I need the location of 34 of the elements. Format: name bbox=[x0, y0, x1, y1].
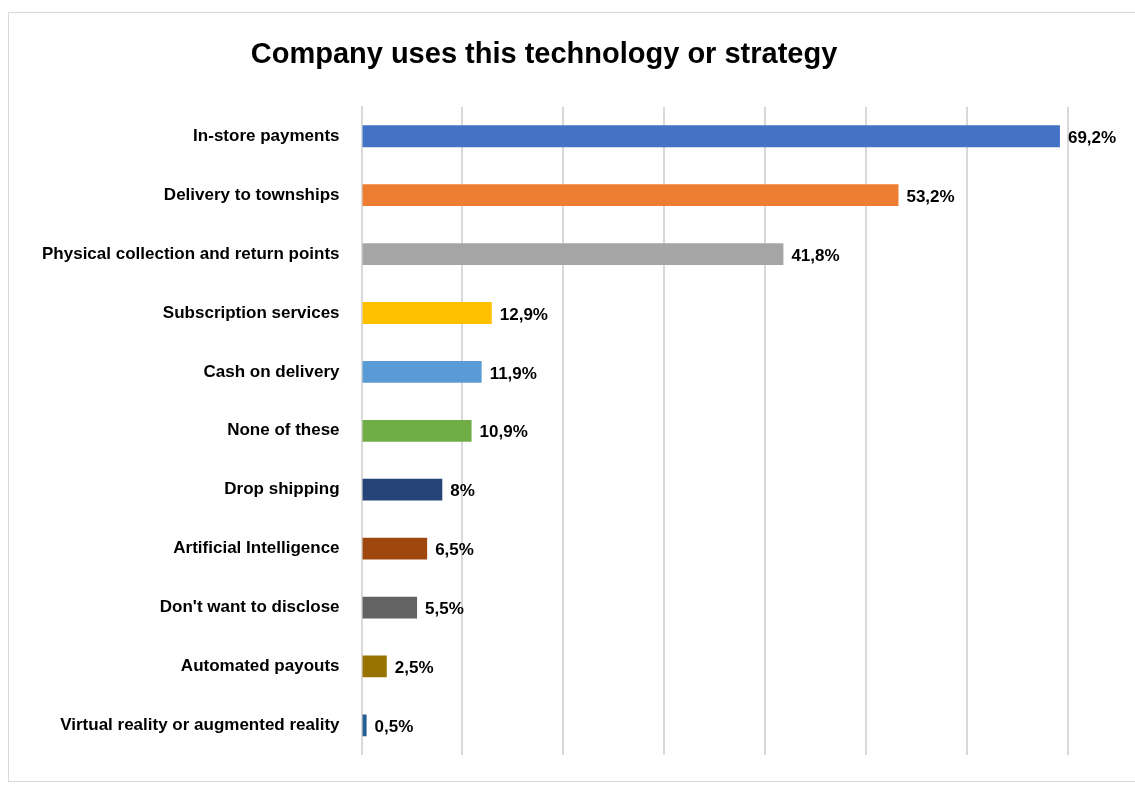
data-label: 11,9% bbox=[489, 363, 537, 383]
chart-title: Company uses this technology or strategy bbox=[250, 37, 838, 70]
bar bbox=[362, 125, 1060, 148]
bar bbox=[362, 478, 443, 501]
y-tick-label: Don't want to disclose bbox=[159, 597, 340, 617]
bar bbox=[362, 419, 472, 442]
bar bbox=[362, 243, 784, 265]
bar bbox=[362, 714, 367, 737]
data-label: 6,5% bbox=[435, 540, 474, 560]
data-label: 8% bbox=[450, 481, 475, 501]
bar bbox=[362, 596, 418, 619]
y-tick-label: Virtual reality or augmented reality bbox=[60, 715, 341, 735]
data-label: 41,8% bbox=[791, 245, 840, 265]
data-label: 12,9% bbox=[499, 304, 548, 324]
bar bbox=[362, 302, 492, 324]
bar bbox=[362, 655, 387, 678]
bar bbox=[362, 184, 899, 207]
y-tick-label: Cash on delivery bbox=[203, 361, 341, 381]
bar bbox=[362, 360, 482, 383]
y-tick-label: Automated payouts bbox=[180, 656, 340, 676]
data-label: 53,2% bbox=[906, 186, 955, 206]
y-tick-label: None of these bbox=[227, 420, 340, 440]
data-label: 0,5% bbox=[374, 717, 414, 737]
y-tick-label: Physical collection and return points bbox=[42, 243, 340, 263]
data-label: 2,5% bbox=[394, 658, 434, 678]
data-label: 10,9% bbox=[479, 422, 528, 442]
data-label: 5,5% bbox=[425, 599, 464, 619]
y-tick-label: Subscription services bbox=[162, 302, 340, 322]
y-tick-label: Delivery to townships bbox=[163, 184, 340, 204]
y-tick-label: Drop shipping bbox=[224, 479, 340, 499]
y-tick-label: In-store payments bbox=[193, 125, 340, 145]
data-label: 69,2% bbox=[1067, 127, 1117, 147]
bar bbox=[362, 537, 428, 560]
y-tick-label: Artificial Intelligence bbox=[173, 538, 340, 558]
